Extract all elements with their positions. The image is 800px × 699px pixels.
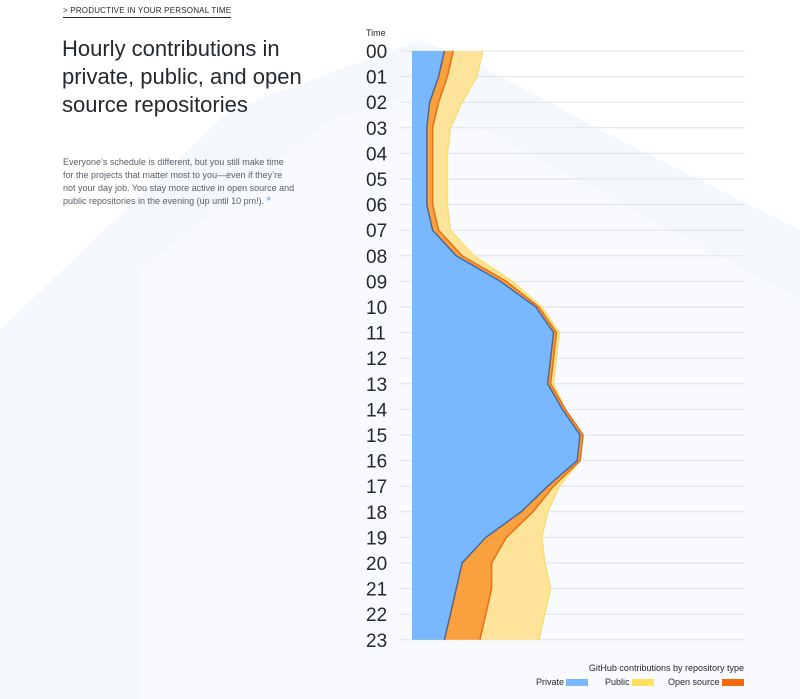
hour-label-20: 20 (366, 554, 387, 575)
hour-label-21: 21 (366, 580, 387, 601)
hour-label-16: 16 (366, 452, 387, 473)
hour-label-07: 07 (366, 221, 387, 242)
legend: Private Public Open source (536, 677, 746, 689)
hour-label-08: 08 (366, 247, 387, 268)
hour-label-18: 18 (366, 503, 387, 524)
area-public-edge (446, 50, 584, 640)
legend-item-open-source: Open source (668, 677, 744, 687)
legend-label-open-source: Open source (668, 677, 720, 687)
hour-label-13: 13 (366, 375, 387, 396)
hour-label-17: 17 (366, 477, 387, 498)
hour-label-11: 11 (366, 324, 386, 345)
hour-label-19: 19 (366, 528, 387, 549)
legend-label-public: Public (605, 677, 630, 687)
hour-label-10: 10 (366, 298, 387, 319)
legend-item-public: Public (605, 677, 654, 687)
hour-label-05: 05 (366, 170, 387, 191)
area-private (412, 51, 581, 640)
description-text: Everyone’s schedule is different, but yo… (63, 157, 295, 206)
description: Everyone’s schedule is different, but yo… (63, 156, 295, 208)
hour-label-01: 01 (366, 68, 387, 89)
area-private-edge (426, 50, 581, 640)
hour-label-04: 04 (366, 144, 388, 165)
legend-swatch-open-source (721, 679, 744, 686)
legend-swatch-private (566, 679, 589, 686)
section-eyebrow[interactable]: > PRODUCTIVE IN YOUR PERSONAL TIME (63, 6, 232, 18)
hour-label-03: 03 (366, 119, 387, 140)
hour-label-15: 15 (366, 426, 387, 447)
legend-label-private: Private (536, 677, 565, 687)
legend-item-private: Private (536, 677, 589, 687)
hour-label-00: 00 (366, 42, 387, 63)
hour-label-12: 12 (366, 349, 387, 370)
legend-title: GitHub contributions by repository type (588, 663, 744, 673)
hour-label-09: 09 (366, 272, 387, 293)
hour-label-02: 02 (366, 93, 387, 114)
legend-swatch-public (631, 679, 654, 686)
area-layers (412, 50, 584, 640)
hour-label-23: 23 (366, 631, 387, 652)
area-open-source-edge (431, 50, 584, 640)
hour-label-22: 22 (366, 605, 387, 626)
asterisk-icon[interactable]: * (266, 195, 271, 207)
hour-label-14: 14 (366, 400, 388, 421)
page-title: Hourly contributions in private, public,… (62, 36, 302, 117)
y-axis-title: Time (366, 28, 386, 38)
hour-label-06: 06 (366, 196, 387, 217)
hour-tick-labels: 00 01 02 03 04 05 06 07 08 09 10 11 12 13 14 15 16 17 18 19… (366, 42, 388, 652)
